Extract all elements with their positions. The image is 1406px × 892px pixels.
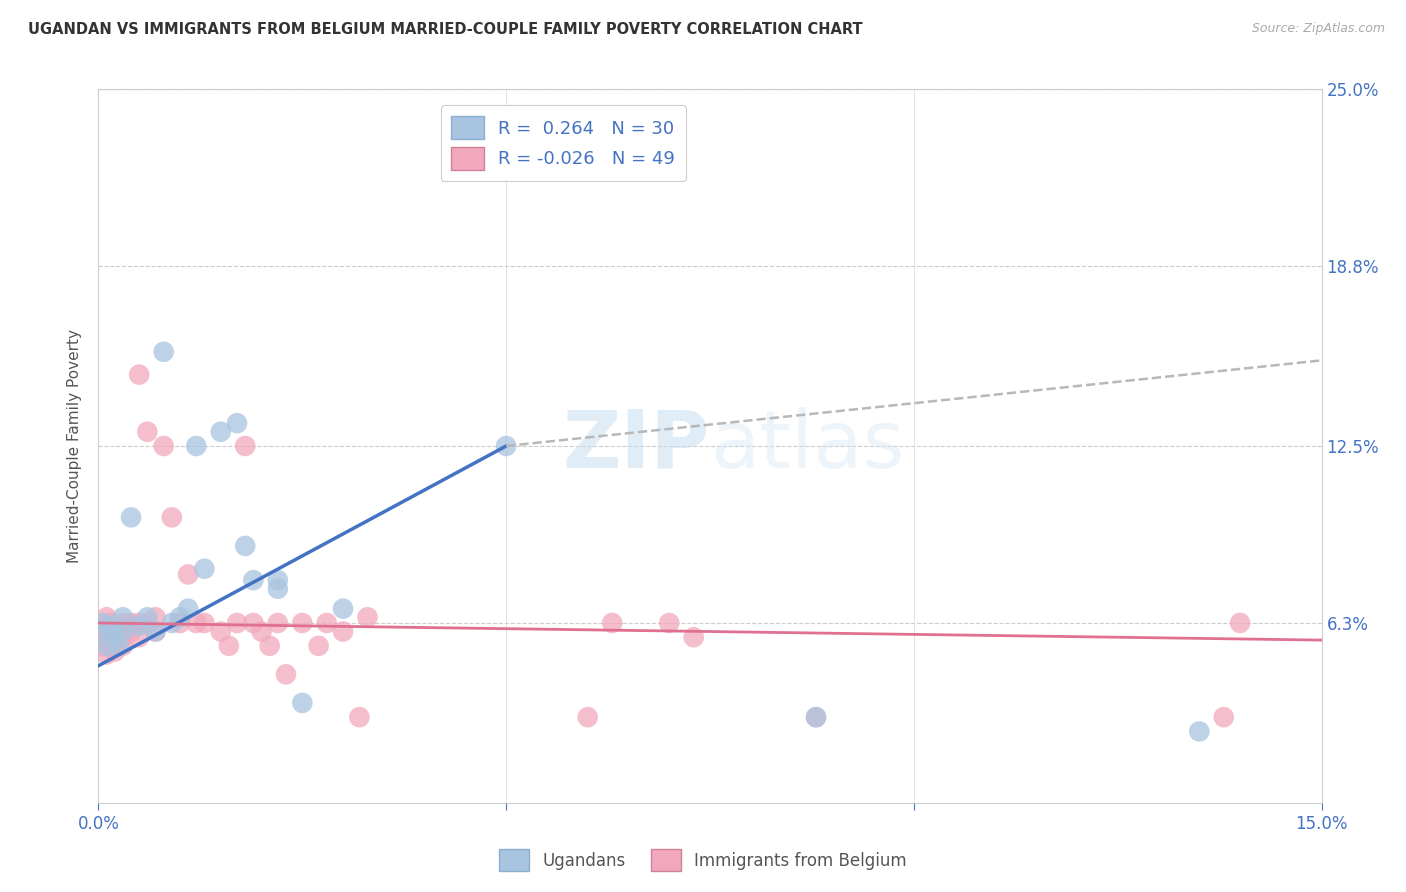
Point: [145, 610, 167, 624]
Legend: Ugandans, Immigrants from Belgium: Ugandans, Immigrants from Belgium: [491, 841, 915, 880]
Point: [193, 562, 215, 576]
Point: [576, 710, 599, 724]
Point: [193, 615, 215, 630]
Point: [242, 615, 264, 630]
Point: [186, 615, 208, 630]
Point: [96, 639, 118, 653]
Point: [91, 615, 114, 630]
Point: [90, 639, 112, 653]
Point: [250, 624, 273, 639]
Point: [259, 639, 281, 653]
Point: [120, 510, 142, 524]
Point: [169, 610, 191, 624]
Y-axis label: Married-Couple Family Poverty: Married-Couple Family Poverty: [67, 329, 83, 563]
Point: [804, 710, 827, 724]
Point: [267, 582, 290, 596]
Point: [226, 615, 249, 630]
Point: [177, 567, 200, 582]
Point: [177, 601, 200, 615]
Point: [111, 615, 134, 630]
Point: [128, 368, 150, 382]
Point: [600, 615, 623, 630]
Point: [804, 710, 827, 724]
Point: [96, 624, 118, 639]
Point: [104, 630, 127, 644]
Point: [136, 610, 159, 624]
Point: [218, 639, 240, 653]
Point: [267, 615, 290, 630]
Point: [128, 619, 150, 633]
Point: [145, 624, 167, 639]
Point: [108, 639, 131, 653]
Point: [356, 610, 378, 624]
Point: [315, 615, 337, 630]
Point: [1188, 724, 1211, 739]
Text: atlas: atlas: [710, 407, 904, 485]
Point: [209, 624, 232, 639]
Point: [111, 639, 134, 653]
Text: ZIP: ZIP: [562, 407, 710, 485]
Point: [226, 416, 249, 430]
Point: [128, 615, 150, 630]
Point: [349, 710, 371, 724]
Legend: R =  0.264   N = 30, R = -0.026   N = 49: R = 0.264 N = 30, R = -0.026 N = 49: [440, 105, 686, 181]
Point: [209, 425, 232, 439]
Point: [91, 624, 114, 639]
Point: [100, 619, 122, 633]
Point: [111, 630, 134, 644]
Point: [308, 639, 330, 653]
Point: [274, 667, 297, 681]
Point: [120, 615, 142, 630]
Point: [136, 615, 159, 630]
Point: [267, 573, 290, 587]
Point: [1229, 615, 1251, 630]
Point: [111, 624, 134, 639]
Point: [145, 624, 167, 639]
Point: [96, 610, 118, 624]
Text: Source: ZipAtlas.com: Source: ZipAtlas.com: [1251, 22, 1385, 36]
Point: [104, 624, 127, 639]
Point: [128, 630, 150, 644]
Point: [160, 615, 183, 630]
Point: [111, 610, 134, 624]
Point: [104, 630, 127, 644]
Point: [332, 624, 354, 639]
Point: [120, 624, 142, 639]
Point: [104, 624, 127, 639]
Point: [658, 615, 681, 630]
Point: [136, 425, 159, 439]
Text: UGANDAN VS IMMIGRANTS FROM BELGIUM MARRIED-COUPLE FAMILY POVERTY CORRELATION CHA: UGANDAN VS IMMIGRANTS FROM BELGIUM MARRI…: [28, 22, 863, 37]
Point: [682, 630, 704, 644]
Point: [495, 439, 517, 453]
Point: [332, 601, 354, 615]
Point: [233, 539, 256, 553]
Point: [96, 630, 118, 644]
Point: [96, 648, 118, 662]
Point: [100, 615, 122, 630]
Point: [242, 573, 264, 587]
Point: [160, 510, 183, 524]
Point: [291, 696, 314, 710]
Point: [233, 439, 256, 453]
Point: [104, 644, 127, 658]
Point: [169, 615, 191, 630]
Point: [291, 615, 314, 630]
Point: [186, 439, 208, 453]
Point: [1212, 710, 1234, 724]
Point: [152, 439, 174, 453]
Point: [152, 344, 174, 359]
